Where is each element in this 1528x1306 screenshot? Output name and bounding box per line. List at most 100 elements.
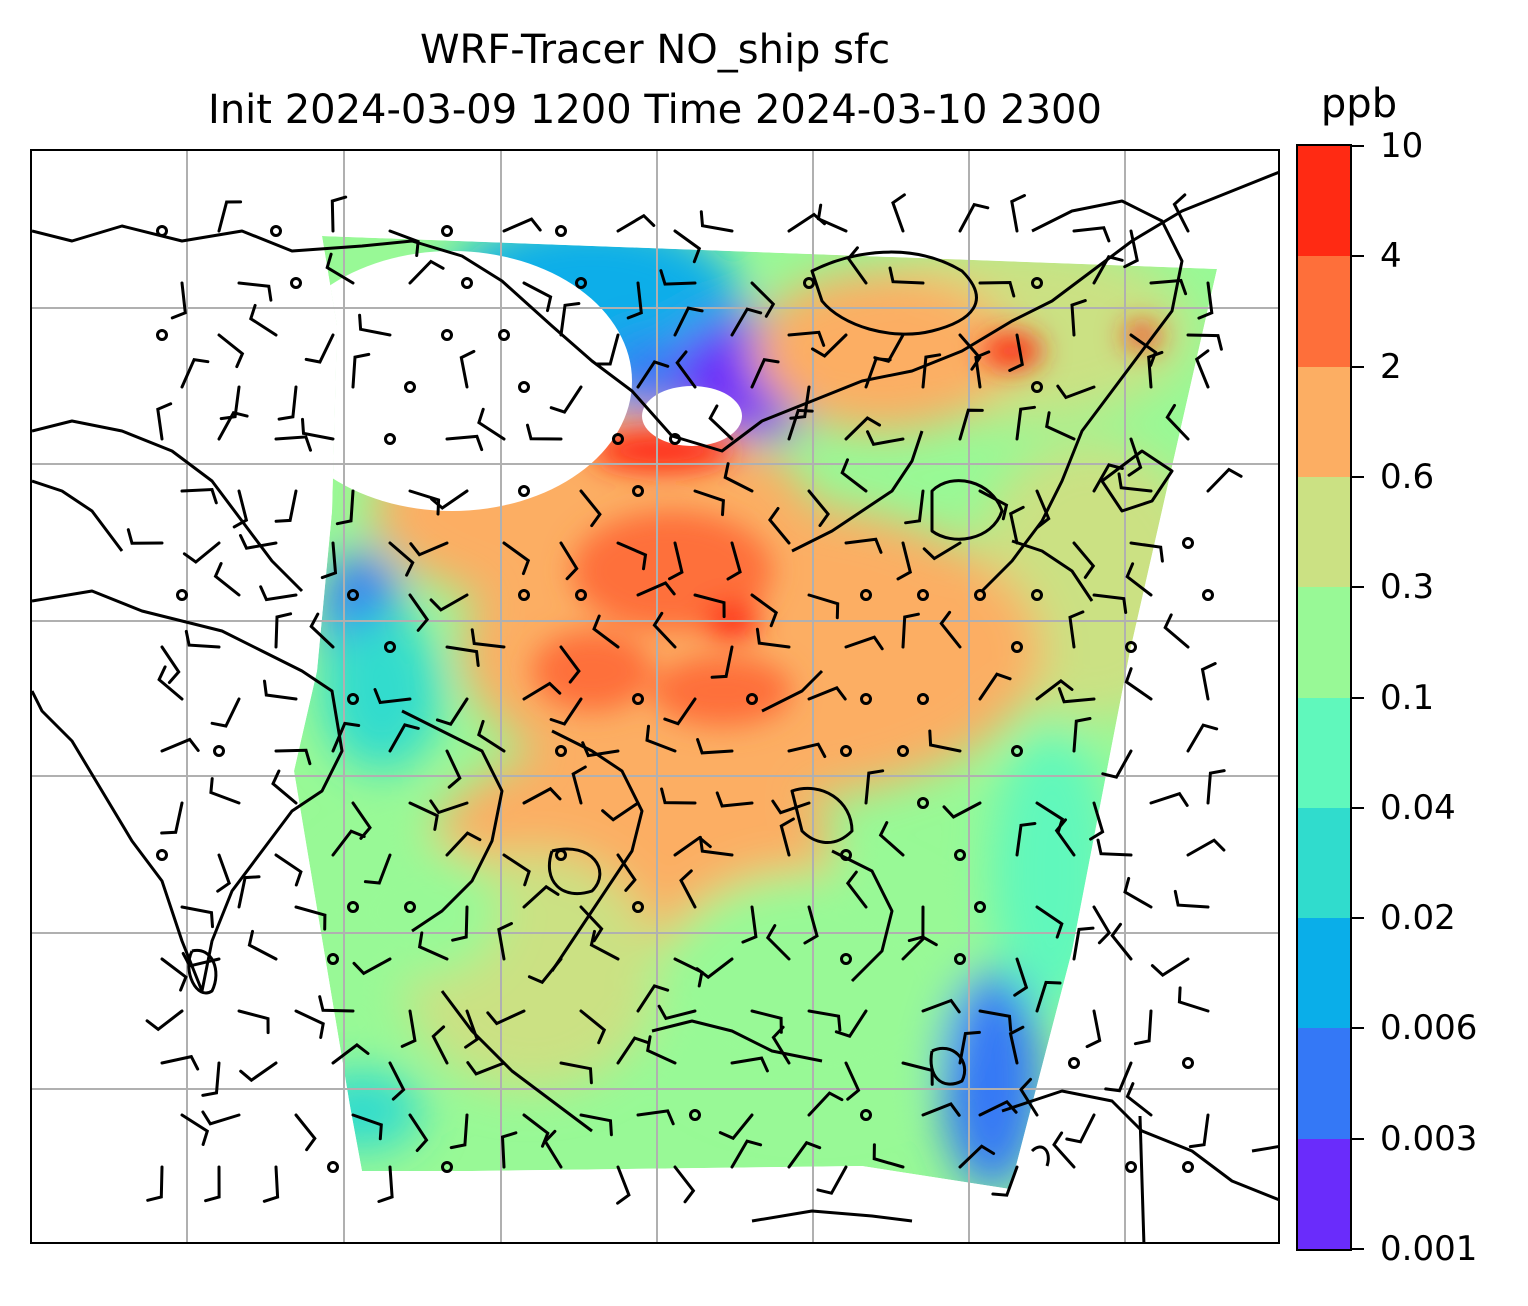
colorbar-ticks: 0.001 0.003 0.006 0.02 0.04 0.1 0.3 0.6 2 4 10 (1352, 126, 1522, 1269)
colorbar-tick-label: 0.02 (1380, 898, 1456, 939)
calm-wind-marker (1125, 1161, 1137, 1173)
wind-barb (652, 611, 677, 649)
wind-barbs (126, 193, 1243, 1205)
wind-barb (1008, 1025, 1025, 1065)
wind-barb (259, 585, 298, 602)
wind-barb (695, 957, 734, 980)
wind-barb (204, 1165, 221, 1203)
colorbar-band-8 (1298, 256, 1350, 367)
wind-barb (1072, 717, 1092, 753)
wind-barb (549, 385, 583, 414)
colorbar-tick-label: 10 (1380, 126, 1424, 166)
wind-barb (942, 801, 982, 819)
wind-barb (1008, 333, 1024, 372)
colorbar-unit-label: ppb (1320, 81, 1398, 127)
wind-barb (274, 853, 303, 887)
wind-barb (616, 541, 648, 571)
wind-barb (1092, 905, 1112, 945)
wind-barb (417, 931, 449, 961)
colorbar-tick-label: 0.001 (1380, 1229, 1478, 1269)
wind-barb (429, 593, 469, 612)
wind-barb (445, 645, 480, 667)
wind-barb (715, 791, 754, 808)
wind-barb (170, 281, 187, 320)
wind-barb (237, 1009, 270, 1035)
wind-barb (1072, 226, 1111, 243)
calm-wind-marker (176, 589, 188, 601)
wind-barb (816, 1165, 848, 1195)
calm-wind-marker (347, 589, 359, 601)
calm-wind-marker (1031, 381, 1043, 393)
calm-wind-marker (860, 693, 872, 705)
wind-barb (1085, 1009, 1102, 1049)
wind-barb (522, 681, 562, 701)
wind-barb (184, 629, 221, 649)
wind-barb (1035, 679, 1074, 701)
colorbar-tick-label: 0.04 (1380, 787, 1456, 828)
wind-barb (239, 1061, 278, 1083)
calm-wind-marker (156, 329, 168, 341)
calm-wind-marker (954, 849, 966, 861)
wind-barb (978, 1099, 1018, 1117)
wind-barb (522, 786, 562, 805)
wind-barb (755, 627, 791, 649)
colorbar-tick-mark (1352, 917, 1364, 920)
wind-barb (156, 402, 173, 441)
wind-barb (1123, 876, 1153, 909)
wind-barb (239, 534, 278, 550)
wind-barb (274, 435, 312, 452)
wind-barb (1092, 593, 1128, 614)
calm-wind-marker (270, 225, 282, 237)
wind-barb (294, 905, 327, 931)
wind-barb (1092, 255, 1124, 285)
wind-barb (978, 1009, 1013, 1032)
wind-barb (1065, 1113, 1096, 1144)
wind-barb (263, 679, 298, 701)
colorbar-tick-mark (1352, 696, 1364, 699)
wind-barb (616, 213, 656, 233)
wind-barb (771, 1025, 791, 1065)
wind-barb (787, 408, 814, 441)
wind-barb (1052, 1131, 1076, 1169)
wind-barb (217, 333, 245, 369)
wind-barb (400, 1009, 417, 1048)
wind-barb (451, 905, 469, 942)
wind-barb (459, 349, 476, 389)
wind-barb (1200, 662, 1217, 701)
wind-barb (626, 281, 643, 320)
calm-wind-marker (1182, 1057, 1194, 1069)
wind-barb (180, 357, 210, 389)
calm-wind-marker (518, 381, 530, 393)
wind-barb (696, 738, 734, 755)
wind-barb (807, 1091, 844, 1117)
calm-wind-marker (555, 225, 567, 237)
wind-barb (958, 1144, 996, 1169)
wind-barb (500, 1131, 518, 1169)
wind-barb (787, 742, 827, 758)
wind-barb (559, 1061, 593, 1085)
wind-barb (1133, 1009, 1153, 1046)
calm-wind-marker (290, 277, 302, 289)
wind-barb (1015, 822, 1037, 857)
calm-wind-marker (669, 433, 681, 445)
wind-barb (1101, 749, 1133, 779)
calm-wind-marker (803, 277, 815, 289)
colorbar-band-6 (1298, 476, 1350, 588)
wind-barb (730, 1056, 769, 1073)
wind-barb (1015, 405, 1036, 441)
wind-barb (1194, 349, 1210, 389)
map-plot-area (30, 149, 1280, 1244)
wind-barb (646, 1035, 677, 1065)
wind-barb (616, 1165, 631, 1205)
wind-barb (1019, 1077, 1039, 1117)
wind-barb (477, 407, 506, 441)
calm-wind-marker (954, 953, 966, 965)
wind-barb (180, 487, 218, 505)
colorbar-tick-label: 0.6 (1380, 456, 1435, 497)
colorbar (1296, 144, 1352, 1251)
wind-barb (1124, 667, 1153, 701)
calm-wind-marker (327, 1161, 339, 1173)
wind-barb (160, 1054, 200, 1071)
wind-barb (527, 957, 563, 985)
wind-barb (1177, 986, 1210, 1013)
